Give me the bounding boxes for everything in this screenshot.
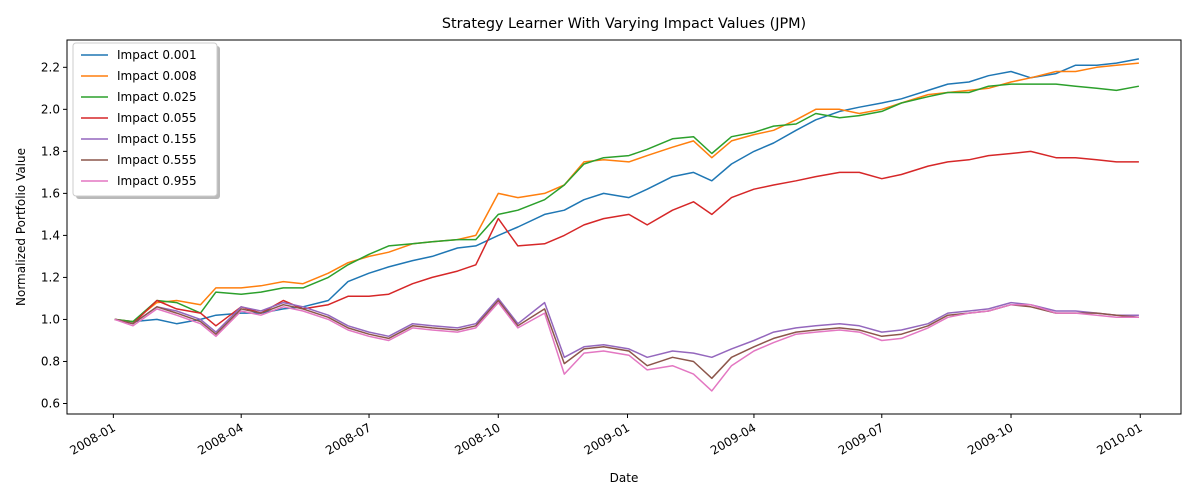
series-line-7 [114,301,1139,392]
series-line-4 [114,150,1139,327]
y-tick-label: 1.6 [41,186,60,200]
y-tick-label: 1.2 [41,270,60,284]
x-tick-label: 2008-10 [452,420,502,457]
legend-box [72,42,218,197]
series-line-1 [114,58,1140,325]
x-tick-label: 2008-01 [67,420,117,457]
x-tick-label: 2008-07 [323,420,373,457]
series-line-5 [114,297,1139,359]
y-tick-label: 0.8 [41,354,60,368]
legend-label: Impact 0.025 [117,90,197,104]
y-axis-ticks: 0.6 0.8 1.0 1.2 1.4 1.6 1.8 2.0 2.2 [41,60,67,410]
legend-label: Impact 0.155 [117,132,197,146]
legend-label: Impact 0.008 [117,69,197,83]
legend-label: Impact 0.555 [117,153,197,167]
y-tick-label: 2.2 [41,60,60,74]
legend-label: Impact 0.001 [117,48,197,62]
x-tick-label: 2009-10 [965,420,1015,457]
x-axis-title: Date [610,471,639,485]
x-tick-label: 2009-07 [836,420,886,457]
x-tick-label: 2008-04 [195,420,245,457]
x-tick-label: 2009-01 [582,420,632,457]
series-line-3 [114,83,1140,323]
y-tick-label: 2.0 [41,102,60,116]
legend: Impact 0.001 Impact 0.008 Impact 0.025 Impa… [72,42,220,199]
y-tick-label: 1.8 [41,144,60,158]
legend-label: Impact 0.955 [117,174,197,188]
plot-series [114,58,1140,392]
y-tick-label: 1.0 [41,312,60,326]
series-line-2 [114,62,1139,323]
legend-label: Impact 0.055 [117,111,197,125]
plot-frame [66,39,1182,415]
x-tick-label: 2009-04 [708,420,758,457]
x-tick-label: 2010-01 [1094,420,1144,457]
x-axis-ticks: 2008-01 2008-04 2008-07 2008-10 2009-01 2009-… [67,414,1145,458]
y-axis-title: Normalized Portfolio Value [14,148,28,306]
y-tick-label: 1.4 [41,228,60,242]
chart-title: Strategy Learner With Varying Impact Val… [442,16,806,32]
y-tick-label: 0.6 [41,396,60,410]
